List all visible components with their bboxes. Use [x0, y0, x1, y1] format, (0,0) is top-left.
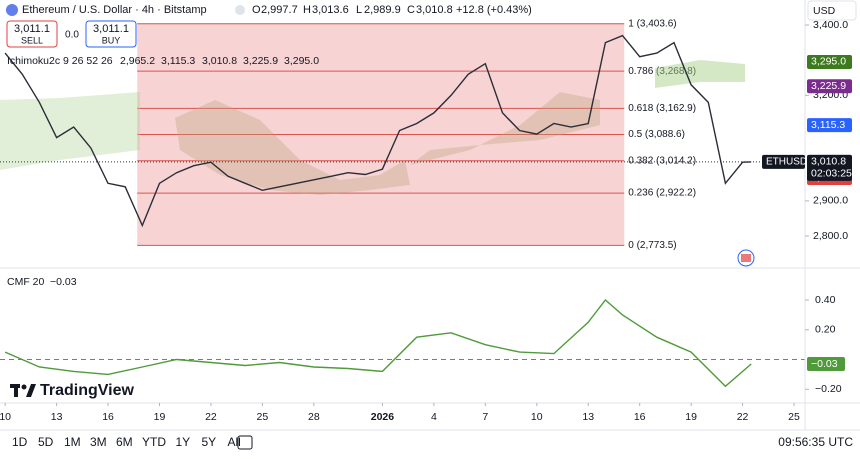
cmf-y-tick-label: 0.20 — [815, 324, 836, 336]
ohlc-value: 3,013.6 — [312, 4, 349, 16]
indicator-value: 2,965.2 — [120, 55, 155, 67]
fib-label: 0 (2,773.5) — [628, 240, 676, 251]
ohlc-change: +12.8 (+0.43%) — [456, 4, 532, 16]
range-button[interactable]: 5Y — [202, 435, 217, 449]
x-tick-label: 10 — [531, 411, 543, 423]
spread: 0.0 — [65, 30, 79, 41]
currency-button[interactable] — [807, 0, 857, 21]
brand-logo — [10, 384, 36, 397]
x-tick-label: 16 — [634, 411, 646, 423]
cmf-name[interactable]: CMF 20 — [7, 276, 45, 288]
x-tick-label: 25 — [257, 411, 269, 423]
ohlc-label: O — [252, 4, 261, 16]
last-tag-label: 3,010.8 — [811, 156, 846, 168]
cmf-y-tick-label: 0.40 — [815, 294, 836, 306]
x-tick-label: 16 — [102, 411, 114, 423]
x-tick-label: 7 — [482, 411, 488, 423]
range-button[interactable]: 1Y — [176, 435, 191, 449]
range-button[interactable]: 5D — [38, 435, 54, 449]
events-flag — [741, 254, 751, 262]
fib-label: 0.5 (3,088.6) — [628, 129, 685, 140]
y-tick-label: 2,900.0 — [813, 195, 848, 207]
indicator-value: 3,115.3 — [161, 55, 195, 67]
brand-name: TradingView — [40, 382, 135, 399]
price-line — [4, 34, 752, 228]
last-tag — [807, 154, 852, 181]
y-tick-label: 2,800.0 — [813, 230, 848, 242]
x-tick-label: 4 — [431, 411, 437, 423]
indicator-value: 3,225.9 — [243, 55, 278, 67]
ohlc-value: 3,010.8 — [416, 4, 453, 16]
sell-label[interactable]: SELL — [21, 35, 43, 45]
x-tick-label: 13 — [51, 411, 63, 423]
sell-price[interactable]: 3,011.1 — [14, 23, 50, 35]
last-tag-symbol-box — [762, 154, 805, 169]
ohlc-label: H — [303, 4, 311, 16]
y-tick-label: 3,400.0 — [813, 19, 848, 31]
x-tick-label: 22 — [737, 411, 749, 423]
price-tag — [807, 79, 852, 94]
last-tag-countdown: 02:03:25 — [811, 168, 852, 180]
buy-price[interactable]: 3,011.1 — [93, 23, 129, 35]
ohlc-label: C — [407, 4, 415, 16]
price-tag-label: 3,295.0 — [811, 56, 846, 68]
last-tag-symbol: ETHUSD — [766, 157, 807, 168]
sell-button[interactable] — [6, 20, 58, 48]
x-tick-label: 22 — [205, 411, 217, 423]
ohlc-value: 2,989.9 — [364, 4, 401, 16]
date-range-icon[interactable] — [237, 435, 253, 450]
range-button[interactable]: 3M — [90, 435, 107, 449]
cmf-y-tick-label: −0.20 — [815, 383, 842, 395]
range-button[interactable]: 1M — [64, 435, 81, 449]
x-tick-label: 19 — [685, 411, 697, 423]
price-tag — [807, 118, 852, 133]
ichimoku-cloud — [410, 92, 600, 165]
x-tick-label: 10 — [0, 411, 11, 423]
symbol-icon — [6, 4, 18, 16]
cmf-line — [4, 298, 752, 388]
cmf-tag-label: −0.03 — [811, 358, 838, 370]
symbol-title[interactable]: Ethereum / U.S. Dollar · 4h · Bitstamp — [22, 4, 207, 16]
range-button[interactable]: 6M — [116, 435, 133, 449]
ichimoku-cloud — [0, 92, 140, 170]
indicator-value: 3,295.0 — [284, 55, 319, 67]
range-button[interactable]: 1D — [12, 435, 28, 449]
x-tick-label: 2026 — [371, 411, 395, 423]
ichimoku-cloud — [655, 60, 745, 88]
buy-button[interactable] — [85, 20, 137, 48]
x-tick-label: 19 — [154, 411, 166, 423]
price-tag — [807, 54, 852, 69]
buy-label[interactable]: BUY — [102, 35, 121, 45]
fib-label: 0.382 (3,014.2) — [628, 155, 696, 166]
range-button[interactable]: YTD — [142, 435, 166, 449]
indicator-value: 3,010.8 — [202, 55, 237, 67]
fib-label: 0.618 (3,162.9) — [628, 103, 696, 114]
price-tag-label: 3,115.3 — [811, 119, 845, 131]
price-tag-label: 3,225.9 — [811, 80, 846, 92]
x-tick-label: 28 — [308, 411, 320, 423]
fib-label: 0.236 (2,922.2) — [628, 188, 696, 199]
fib-label: 1 (3,403.6) — [628, 18, 676, 29]
range-button[interactable]: All — [228, 435, 241, 449]
eye-icon[interactable] — [235, 5, 245, 15]
ichimoku-cloud — [175, 100, 410, 195]
cmf-value: −0.03 — [50, 276, 77, 288]
clock: 09:56:35 UTC — [778, 435, 853, 449]
ohlc-label: L — [356, 4, 362, 16]
cmf-tag — [807, 356, 845, 371]
ohlc-value: 2,997.7 — [261, 4, 298, 16]
x-tick-label: 25 — [788, 411, 800, 423]
indicator-name[interactable]: Ichimoku2c 9 26 52 26 — [7, 55, 113, 67]
x-tick-label: 13 — [582, 411, 594, 423]
currency-label[interactable]: USD — [813, 5, 836, 17]
